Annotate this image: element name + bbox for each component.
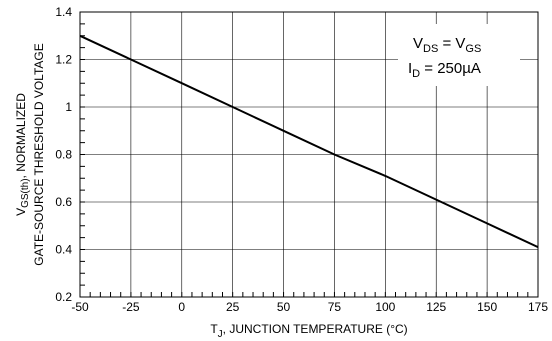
annot-id-value: = 250µA (420, 60, 481, 77)
y-tick-label: 0.4 (55, 243, 72, 257)
x-tick-label: 0 (178, 300, 185, 314)
annot-vgs-sub: GS (465, 43, 481, 55)
y-tick-label: 0.6 (55, 195, 72, 209)
minor-ticks (79, 11, 539, 298)
y-axis-label: VGS(th), NORMALIZED GATE-SOURCE THRESHOL… (14, 43, 46, 265)
y-label-main: V (14, 208, 28, 216)
annotation-background (398, 24, 520, 86)
x-tick-label: 100 (375, 300, 395, 314)
y-tick-label: 0.2 (55, 290, 72, 304)
series-line (79, 34, 539, 249)
x-tick-label: 175 (528, 300, 548, 314)
y-tick-label: 1 (65, 100, 72, 114)
y-tick-label: 1.4 (55, 5, 72, 19)
y-label-rest: , NORMALIZED (14, 93, 28, 179)
x-tick-label: -25 (122, 300, 140, 314)
x-axis-label: TJ, JUNCTION TEMPERATURE (°C) (210, 322, 407, 340)
annotation-id: ID = 250µA (408, 60, 481, 80)
x-tick-labels: -50 -25 0 25 50 75 100 125 150 175 (71, 300, 548, 314)
x-tick-label: 25 (226, 300, 240, 314)
x-tick-label: 125 (426, 300, 446, 314)
x-tick-label: -50 (71, 300, 89, 314)
x-tick-label: 75 (328, 300, 342, 314)
y-tick-label: 0.8 (55, 148, 72, 162)
annotation-vds-vgs: VDS = VGS (413, 35, 481, 55)
y-axis-label-line2: GATE-SOURCE THRESHOLD VOLTAGE (32, 43, 46, 265)
x-label-main: T (210, 322, 218, 336)
x-tick-label: 150 (477, 300, 497, 314)
annot-vds-sub: DS (423, 43, 438, 55)
x-label-sub: J (218, 329, 223, 340)
y-tick-label: 1.2 (55, 53, 72, 67)
annot-eq-v: = V (438, 35, 465, 52)
annot-vds-main: V (413, 35, 423, 52)
y-axis-label-line1: VGS(th), NORMALIZED (14, 93, 31, 216)
y-tick-labels: 0.2 0.4 0.6 0.8 1 1.2 1.4 (55, 5, 72, 304)
x-tick-label: 50 (277, 300, 291, 314)
annot-id-sub: D (412, 68, 420, 80)
y-label-sub: GS(th) (20, 178, 31, 207)
x-label-rest: , JUNCTION TEMPERATURE (°C) (223, 322, 408, 336)
annot-id-main: I (408, 60, 412, 77)
